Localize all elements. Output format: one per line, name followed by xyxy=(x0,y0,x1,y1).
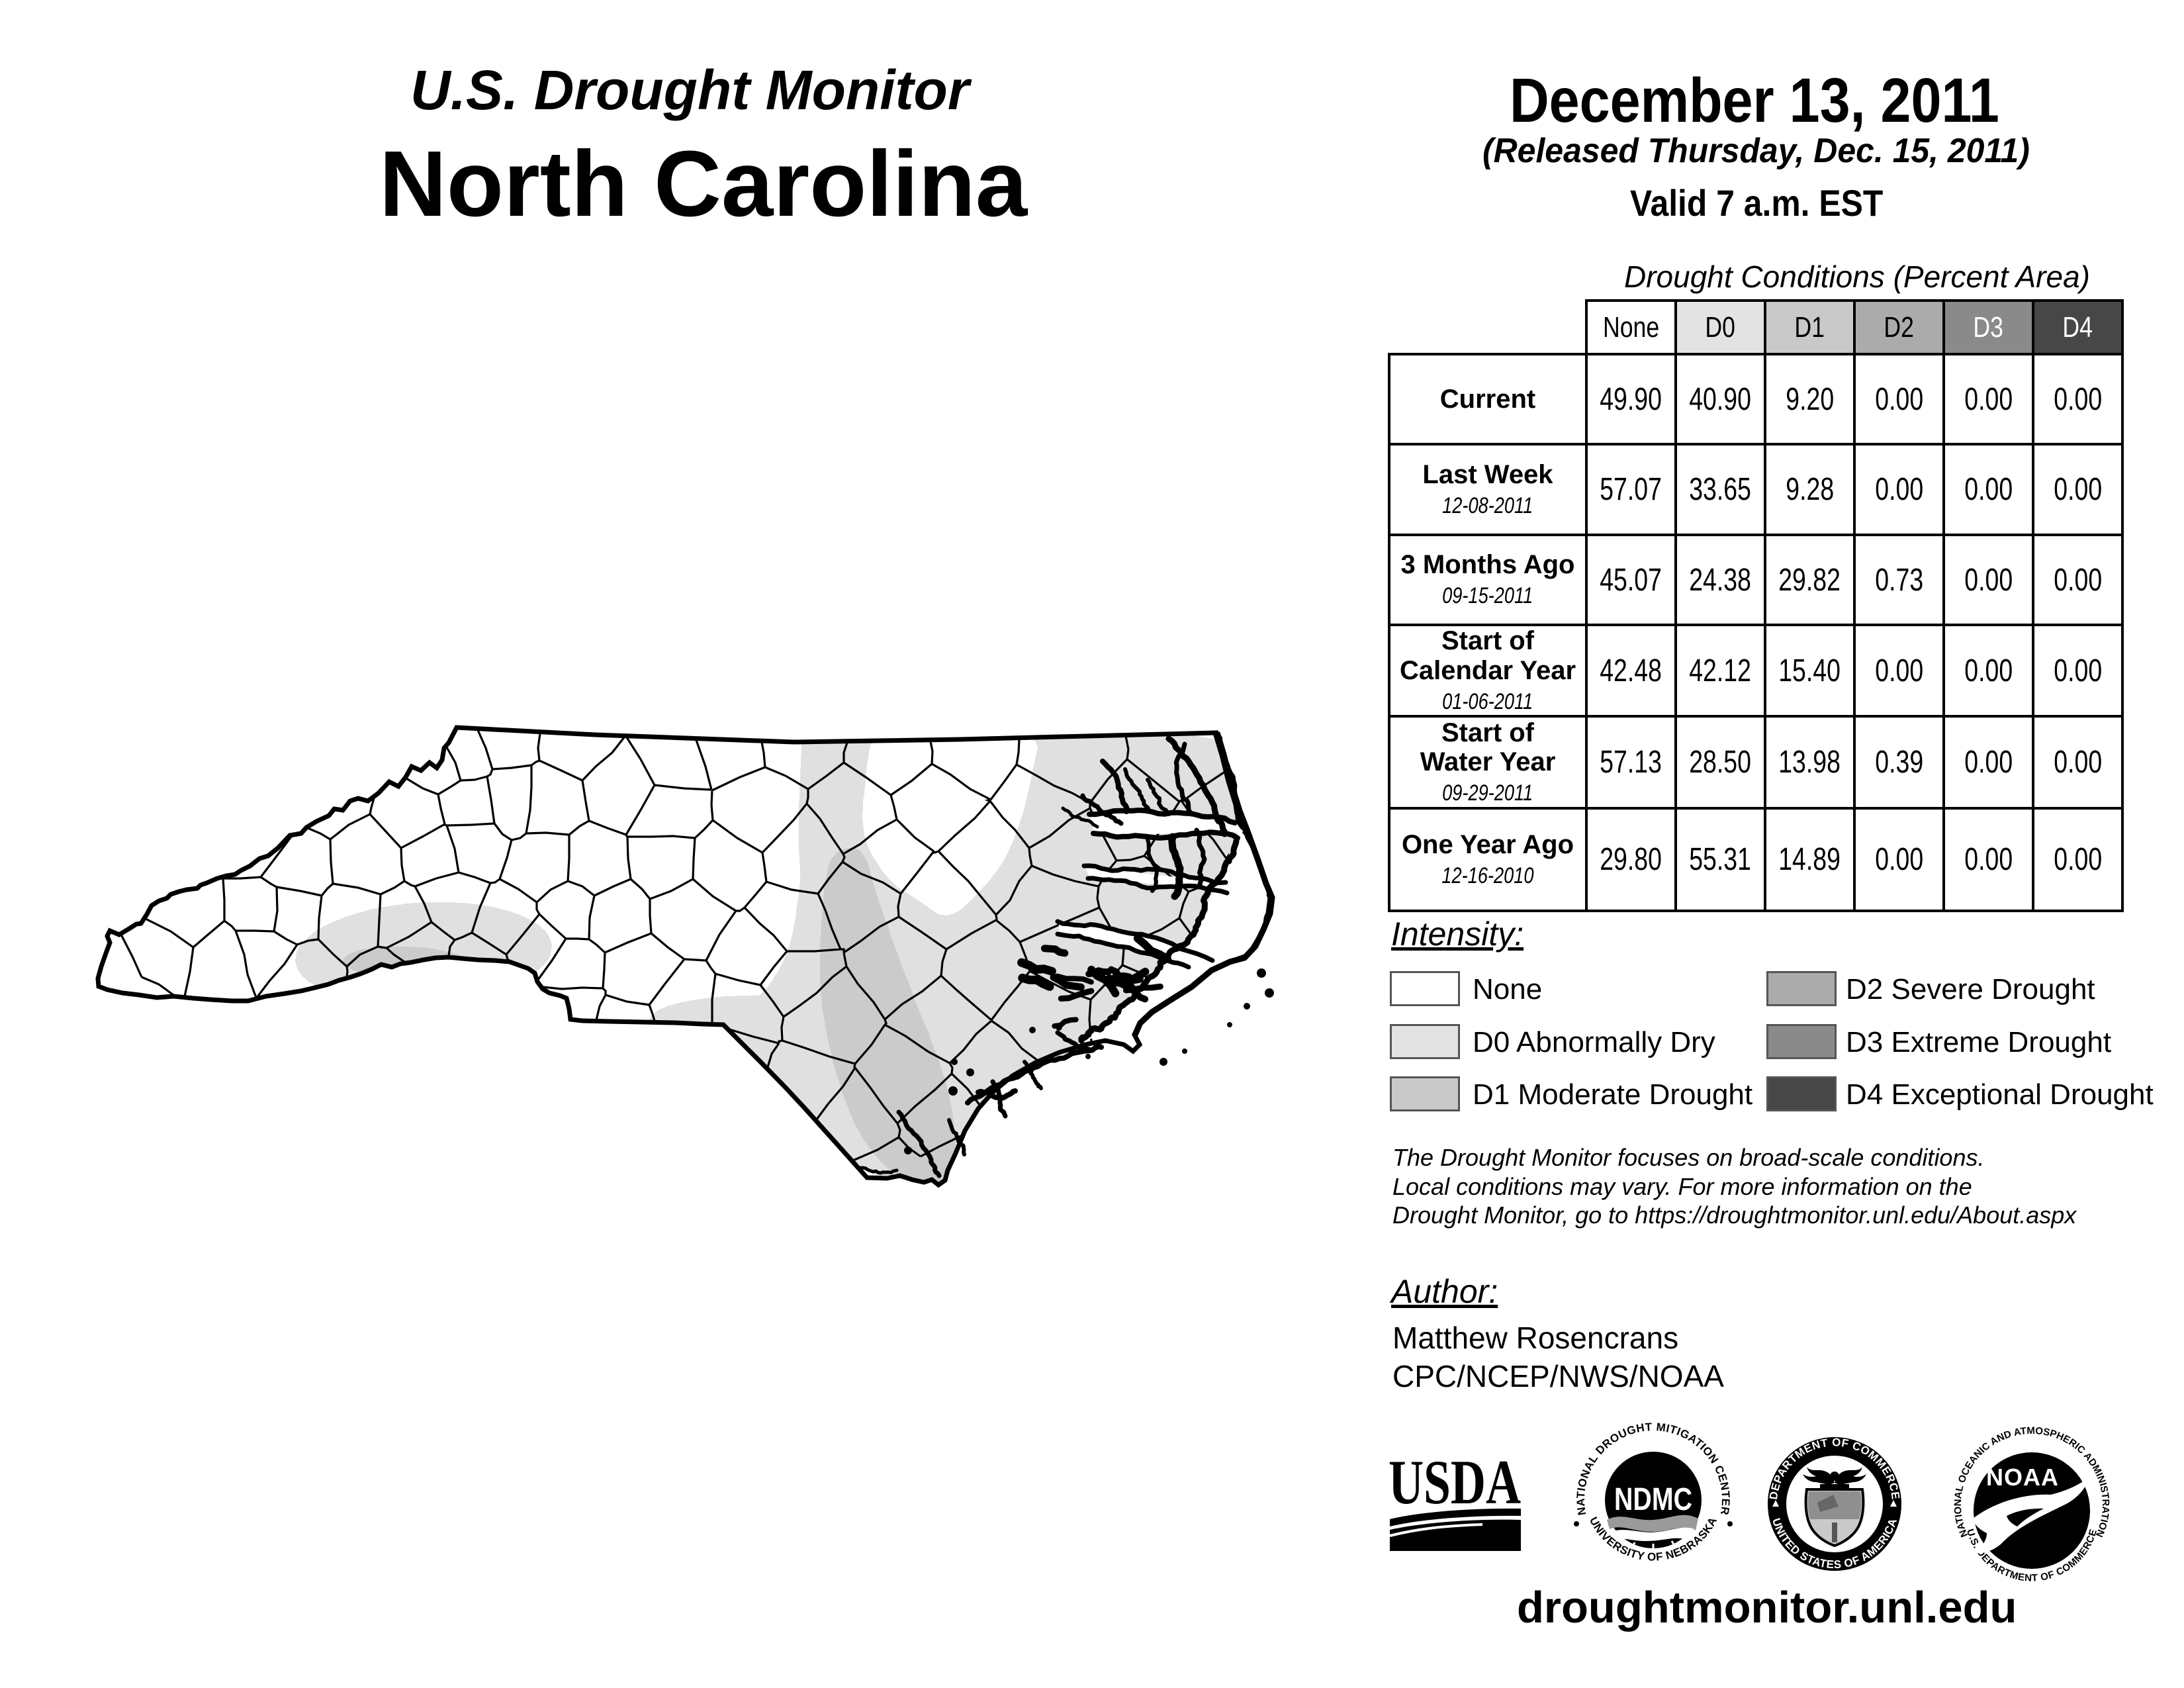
svg-text:NOAA: NOAA xyxy=(1986,1464,2059,1491)
svg-text:USDA: USDA xyxy=(1388,1447,1521,1517)
svg-text:NDMC: NDMC xyxy=(1614,1482,1692,1517)
